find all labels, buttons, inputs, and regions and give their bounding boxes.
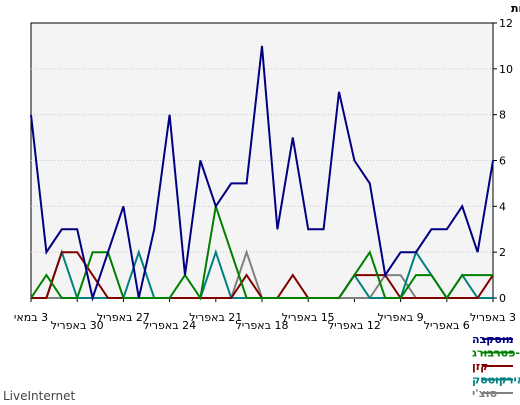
x-tick-label-18: 15 באפריל [282, 311, 335, 324]
series-lines [30, 45, 494, 302]
y-tick-label-2: 2 [499, 246, 506, 259]
x-tick-label-6: 27 באפריל [97, 311, 150, 324]
x-tick-label-9: 24 באפריל [143, 319, 196, 332]
x-tick-label-15: 18 באפריל [236, 319, 289, 332]
x-tick-label-3: 30 באפריל [51, 319, 104, 332]
x-tick-label-27: 6 באפריל [424, 319, 470, 332]
y-axis-label: כמות [511, 2, 520, 15]
series-line-0 [30, 45, 494, 302]
legend-label-1: סנקט-פטרבורג [472, 347, 520, 360]
legend-label-3: אירקוטסק [472, 374, 520, 387]
y-tick-label-6: 6 [499, 155, 506, 168]
y-tick-label-4: 4 [499, 200, 506, 213]
y-axis-ticks: 0 2 4 6 8 10 12 [493, 17, 513, 305]
legend-label-4: סוצ'י [472, 387, 497, 400]
y-tick-label-10: 10 [499, 63, 513, 76]
y-tick-label-0: 0 [499, 292, 506, 305]
y-tick-label-12: 12 [499, 17, 513, 30]
x-tick-label-24: 9 באפריל [378, 311, 424, 324]
brand-label: LiveInternet [3, 389, 75, 403]
legend-label-0: מוסקבה [472, 333, 514, 346]
x-tick-label-12: 21 באפריל [189, 311, 242, 324]
x-tick-label-21: 12 באפריל [328, 319, 381, 332]
legend-label-2: קזן [472, 360, 488, 373]
x-tick-label-30: 3 באפריל [470, 311, 516, 324]
x-tick-label-0: 3 במאי [14, 311, 48, 324]
y-tick-label-8: 8 [499, 109, 506, 122]
